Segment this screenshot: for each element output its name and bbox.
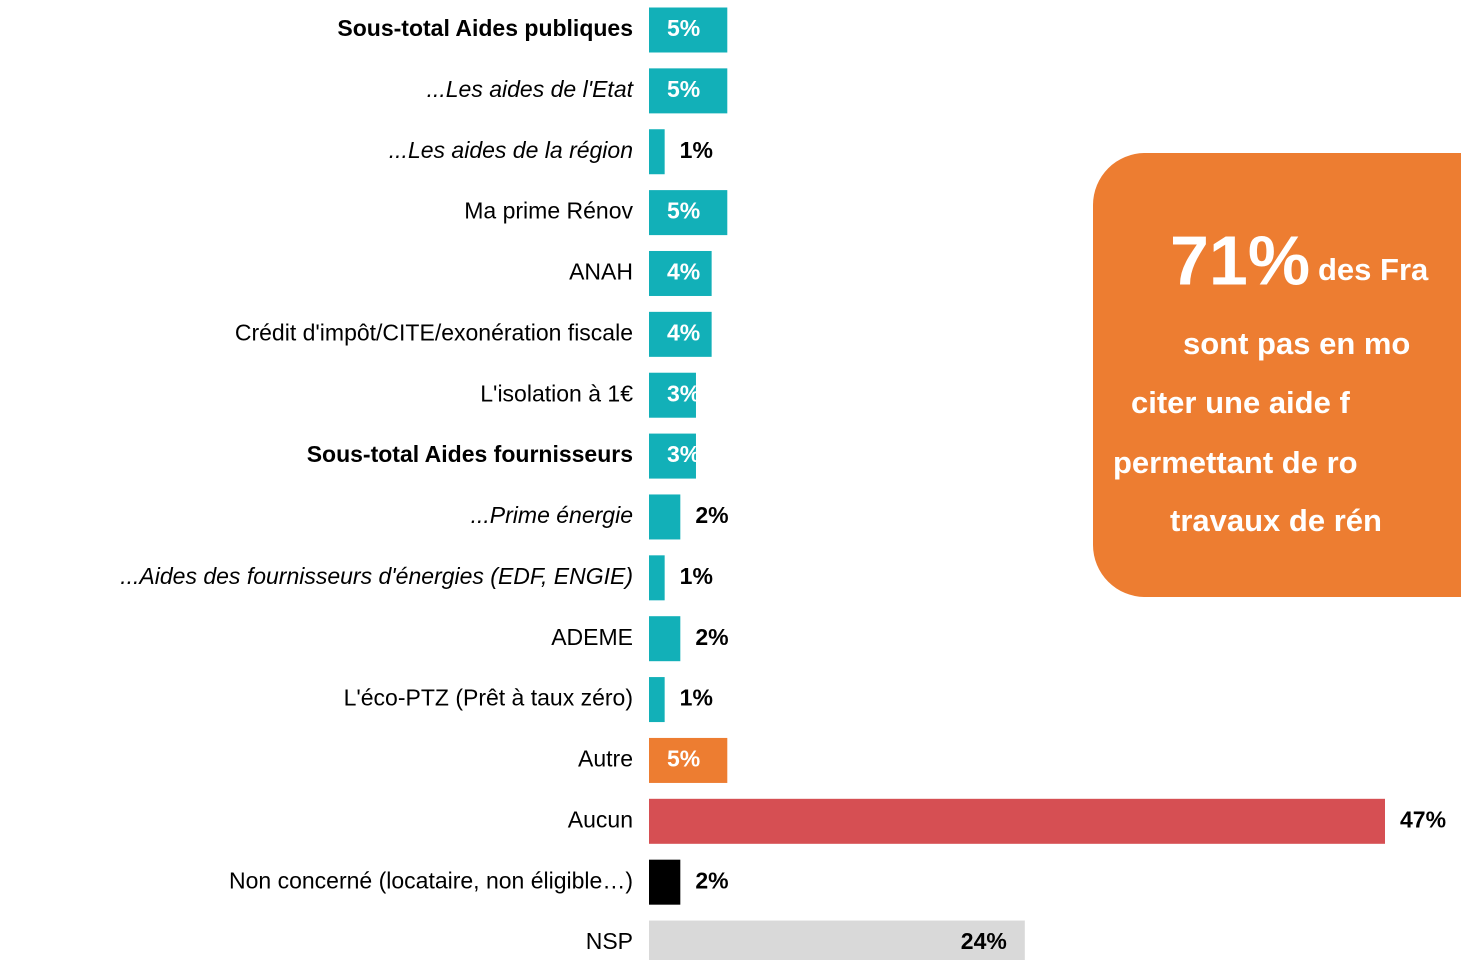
category-label: ...Les aides de la région [389,137,633,163]
value-label: 5% [667,198,700,224]
value-label: 4% [667,259,700,285]
bar [649,372,696,418]
callout-line: citer une aide f [1131,385,1350,420]
value-label: 3% [667,380,700,406]
callout-line: des Fra [1318,252,1429,287]
callout-line: sont pas en mo [1183,326,1410,361]
bar [649,250,712,296]
bar [649,129,665,175]
value-label: 5% [667,76,700,102]
value-label: 24% [961,928,1007,954]
bar [649,7,728,53]
bar [649,311,712,357]
bar [649,433,696,479]
value-label: 1% [680,685,713,711]
bar [649,677,665,723]
value-label: 4% [667,319,700,345]
category-label: ANAH [569,259,633,285]
bar [649,920,1025,960]
value-label: 2% [695,867,728,893]
category-label: NSP [586,928,633,954]
value-label: 2% [695,502,728,528]
value-label: 1% [680,137,713,163]
value-label: 1% [680,563,713,589]
category-label: Sous-total Aides publiques [337,15,633,41]
value-label: 47% [1400,806,1446,832]
category-label: ...Les aides de l'Etat [427,76,635,102]
callout-line: travaux de rén [1170,503,1382,538]
category-label: Autre [578,746,633,772]
category-label: Ma prime Rénov [464,198,633,224]
bar [649,494,681,540]
category-label: L'isolation à 1€ [480,380,633,406]
category-label: ...Prime énergie [471,502,633,528]
value-label: 3% [667,441,700,467]
bar [649,616,681,662]
value-label: 5% [667,15,700,41]
value-label: 2% [695,624,728,650]
callout-box [1093,153,1461,597]
category-label: Crédit d'impôt/CITE/exonération fiscale [235,319,633,345]
bar [649,68,728,114]
bar [649,798,1385,844]
category-label: Sous-total Aides fournisseurs [307,441,633,467]
bar [649,859,681,905]
category-label: L'éco-PTZ (Prêt à taux zéro) [344,685,633,711]
bar [649,737,728,783]
category-label: ADEME [551,624,633,650]
value-label: 5% [667,746,700,772]
callout-line: permettant de ro [1113,445,1358,480]
bar [649,555,665,601]
category-label: Aucun [568,806,633,832]
category-label: Non concerné (locataire, non éligible…) [229,867,633,893]
callout-big: 71% [1170,221,1310,299]
bar [649,190,728,236]
category-label: ...Aides des fournisseurs d'énergies (ED… [120,563,633,589]
